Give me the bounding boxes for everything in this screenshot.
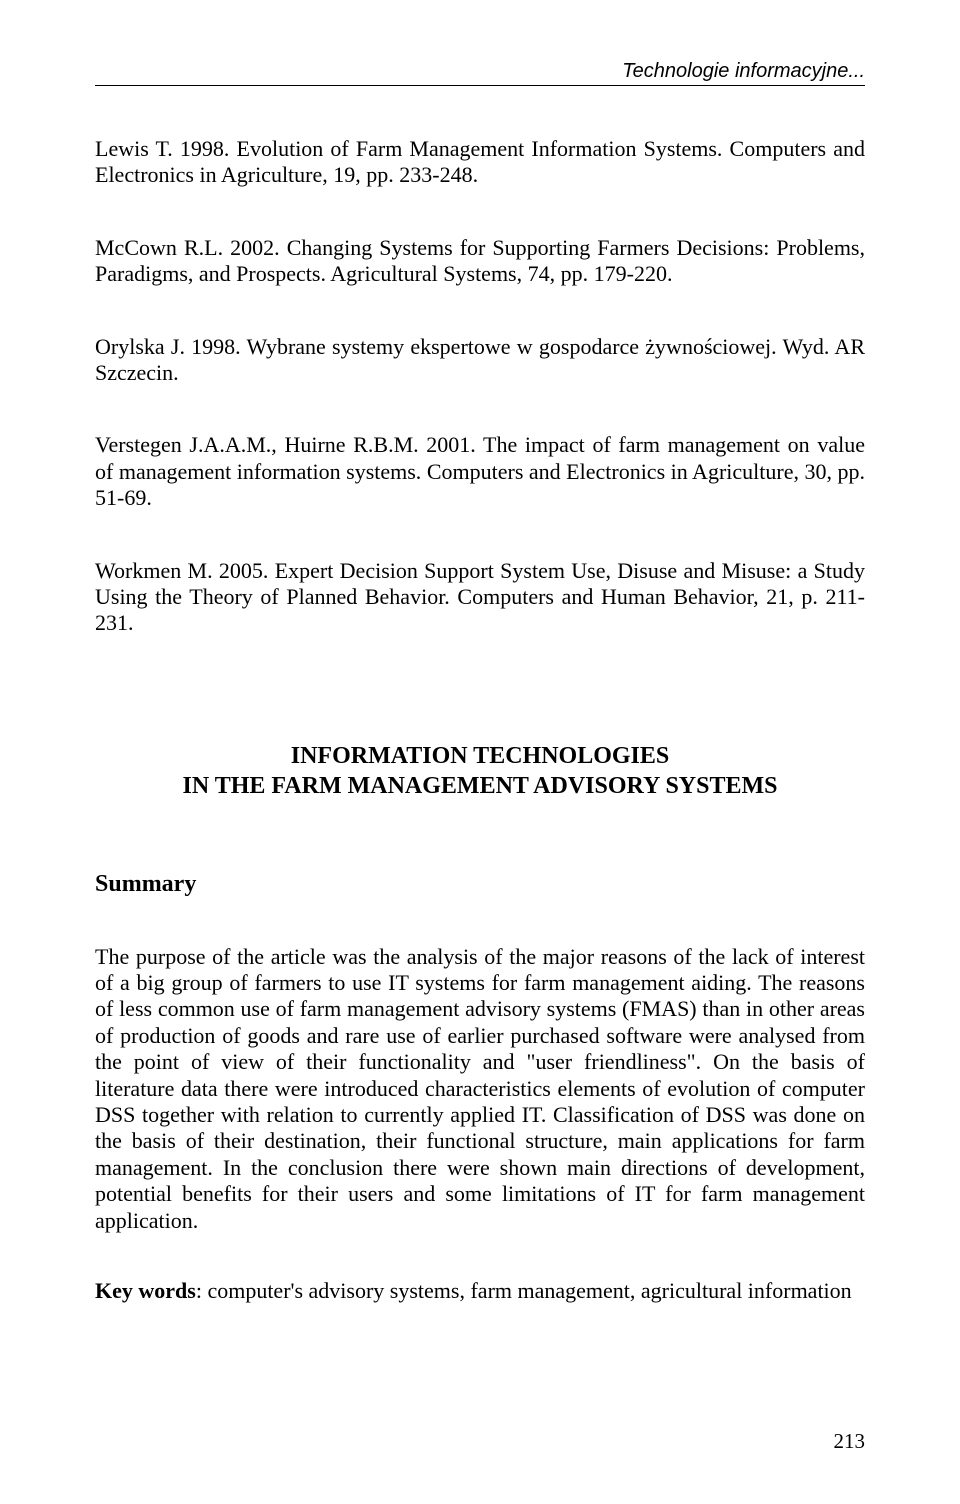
spacer [95,1326,865,1409]
page-container: Technologie informacyjne... Lewis T. 199… [0,0,960,1504]
section-title-line-1: INFORMATION TECHNOLOGIES [291,743,670,769]
header-rule [95,85,865,86]
section-title-line-2: IN THE FARM MANAGEMENT ADVISORY SYSTEMS [182,773,777,799]
keywords-text: : computer's advisory systems, farm mana… [196,1278,852,1303]
reference-item: Workmen M. 2005. Expert Decision Support… [95,558,865,637]
reference-item: McCown R.L. 2002. Changing Systems for S… [95,235,865,288]
page-number: 213 [95,1429,865,1454]
reference-item: Orylska J. 1998. Wybrane systemy ekspert… [95,334,865,387]
running-header: Technologie informacyjne... [95,60,865,83]
section-title: INFORMATION TECHNOLOGIES IN THE FARM MAN… [95,741,865,801]
reference-item: Verstegen J.A.A.M., Huirne R.B.M. 2001. … [95,432,865,511]
summary-heading: Summary [95,871,865,898]
keywords-line: Key words: computer's advisory systems, … [95,1278,865,1304]
reference-item: Lewis T. 1998. Evolution of Farm Managem… [95,136,865,189]
keywords-label: Key words [95,1278,196,1303]
summary-body: The purpose of the article was the analy… [95,944,865,1234]
